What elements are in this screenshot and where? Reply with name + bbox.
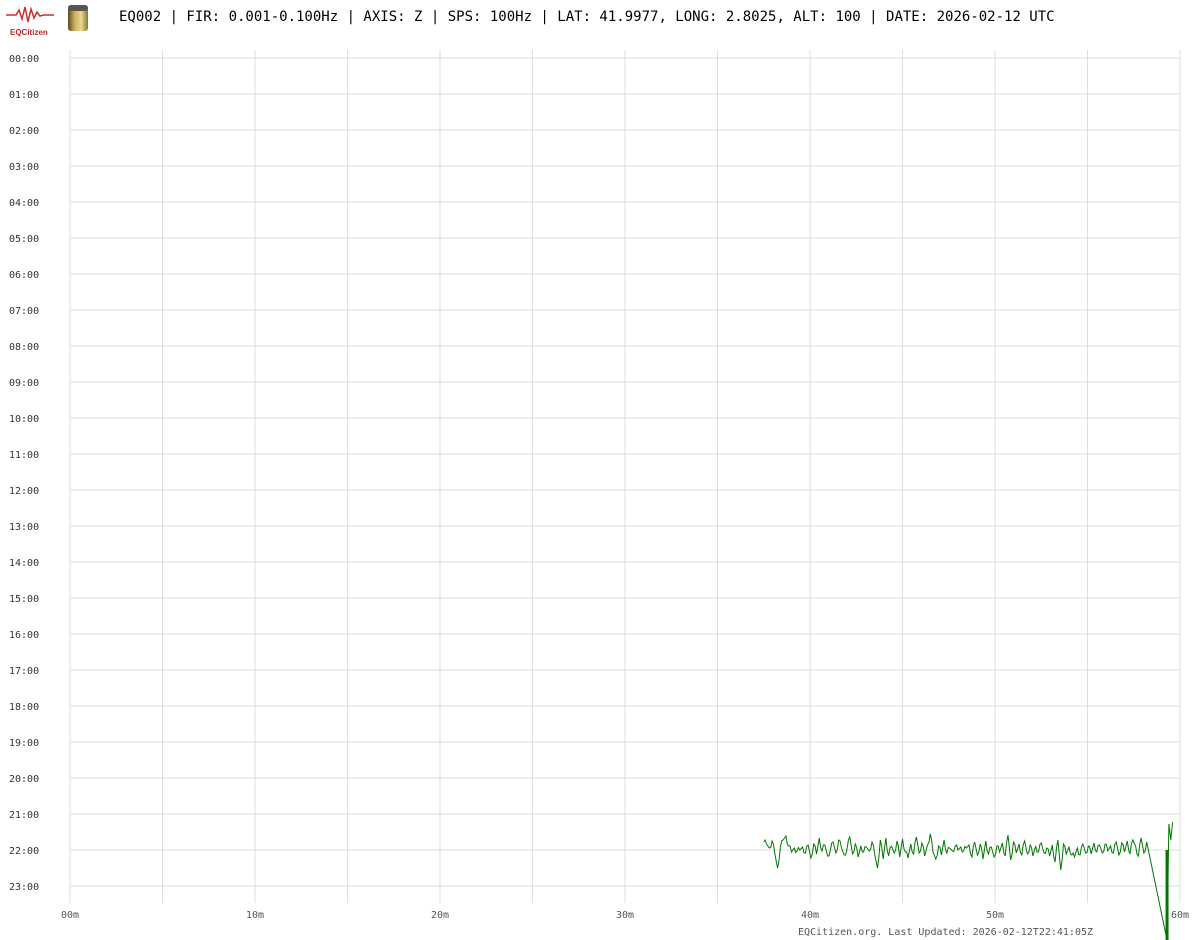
x-tick-label: 00m [61, 910, 79, 921]
row-label: 23:00 [9, 882, 39, 893]
row-label: 14:00 [9, 558, 39, 569]
chart-title: EQ002 | FIR: 0.001-0.100Hz | AXIS: Z | S… [119, 9, 1055, 25]
row-label: 02:00 [9, 126, 39, 137]
row-labels: 00:00 01:00 02:00 03:00 04:00 05:00 06:00 07:00… [9, 54, 39, 893]
row-label: 21:00 [9, 810, 39, 821]
row-label: 19:00 [9, 738, 39, 749]
x-tick-label: 50m [986, 910, 1004, 921]
row-label: 15:00 [9, 594, 39, 605]
row-label: 09:00 [9, 378, 39, 389]
sensor-icon [68, 5, 88, 31]
x-axis-labels: 00m 10m 20m 30m 40m 50m 60m [61, 910, 1189, 921]
row-label: 08:00 [9, 342, 39, 353]
row-label: 00:00 [9, 54, 39, 65]
x-tick-label: 30m [616, 910, 634, 921]
x-tick-label: 20m [431, 910, 449, 921]
eqcitizen-logo: EQCitizen [4, 4, 56, 37]
row-label: 13:00 [9, 522, 39, 533]
row-label: 03:00 [9, 162, 39, 173]
row-label: 16:00 [9, 630, 39, 641]
grid [69, 50, 1181, 903]
traces [763, 821, 1174, 940]
row-label: 20:00 [9, 774, 39, 785]
row-label: 12:00 [9, 486, 39, 497]
x-tick-label: 40m [801, 910, 819, 921]
row-label: 22:00 [9, 846, 39, 857]
seismic-wave-logo-icon [6, 6, 54, 23]
row-label: 10:00 [9, 414, 39, 425]
row-label: 18:00 [9, 702, 39, 713]
x-tick-label: 10m [246, 910, 264, 921]
row-label: 05:00 [9, 234, 39, 245]
row-label: 06:00 [9, 270, 39, 281]
row-label: 11:00 [9, 450, 39, 461]
seismic-trace [763, 821, 1174, 940]
x-tick-label: 60m [1171, 910, 1189, 921]
last-updated-footer: EQCitizen.org. Last Updated: 2026-02-12T… [798, 927, 1093, 938]
logo-text: EQCitizen [10, 28, 48, 37]
row-label: 07:00 [9, 306, 39, 317]
row-label: 01:00 [9, 90, 39, 101]
row-label: 04:00 [9, 198, 39, 209]
row-label: 17:00 [9, 666, 39, 677]
